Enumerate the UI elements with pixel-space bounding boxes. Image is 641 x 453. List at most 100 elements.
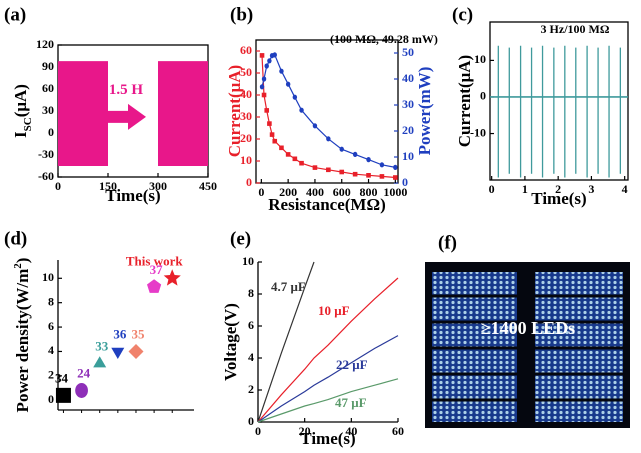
point — [267, 121, 272, 126]
point — [299, 107, 304, 113]
plot-frame — [489, 21, 629, 181]
x-tick-label: 0 — [255, 424, 261, 438]
axis-title-part: Power density(W/m — [13, 269, 32, 413]
y-tick-label: 4 — [248, 350, 254, 364]
series-line — [257, 261, 315, 423]
point — [312, 123, 318, 129]
y-tick-label: 0 — [48, 392, 54, 406]
x-tick-label: 40 — [345, 424, 357, 438]
axis-title-script: 2 — [12, 263, 24, 269]
marker — [128, 344, 144, 359]
signal-band — [58, 61, 108, 167]
panel-label: (e) — [230, 228, 251, 249]
x-tick-label: 1000 — [383, 185, 407, 199]
y-tick-label: -10 — [470, 125, 486, 139]
x-tick-label: 1 — [522, 182, 528, 196]
point — [292, 94, 298, 100]
y-tick-label: 20 — [240, 131, 252, 145]
y-axis-title: Voltage(V) — [221, 303, 240, 381]
y-tick-label: 50 — [240, 65, 252, 79]
y-tick-label: 8 — [48, 294, 54, 308]
x-tick-label: 0 — [258, 185, 264, 199]
x-tick-label: 0 — [55, 179, 61, 193]
point — [339, 169, 345, 175]
point — [264, 108, 270, 113]
photo-text: ≥1400 LEDs — [481, 318, 575, 338]
point-label: 34 — [55, 370, 69, 385]
series-name: 47 μF — [335, 395, 367, 410]
point — [259, 84, 265, 90]
point — [264, 63, 269, 69]
point — [259, 53, 265, 58]
point — [279, 145, 284, 151]
x-axis-title: Time(s) — [531, 189, 586, 208]
x-tick-label: 400 — [306, 185, 324, 199]
signal-band — [158, 61, 208, 167]
point — [352, 171, 358, 177]
y2-tick-label: 20 — [402, 123, 414, 137]
panel-label: (f) — [438, 232, 457, 253]
point-label: 36 — [113, 326, 127, 341]
point — [261, 76, 267, 82]
series-line — [257, 378, 399, 423]
x-axis-title: Time(s) — [105, 186, 160, 205]
y-tick-label: 30 — [240, 109, 252, 123]
x-tick-label: 60 — [392, 424, 404, 438]
annotation: (100 MΩ, 49.28 mW) — [330, 32, 438, 46]
point — [272, 52, 277, 58]
y2-axis-title: Power(mW) — [415, 67, 434, 156]
y-tick-label: 2 — [248, 382, 254, 396]
x-tick-label: 4 — [622, 182, 628, 196]
y-tick-label: 2 — [48, 368, 54, 382]
y-tick-label: 90 — [42, 59, 54, 73]
x-axis-title: Time(s) — [300, 429, 355, 448]
marker — [111, 347, 125, 359]
axis-title-script: SC — [22, 117, 34, 131]
panel-label: (d) — [4, 228, 27, 249]
series-line — [257, 277, 399, 423]
axis-title: ISC(μA) — [11, 84, 34, 138]
panel-label: (a) — [4, 4, 26, 25]
annotation: 3 Hz/100 MΩ — [541, 22, 610, 36]
marker — [163, 269, 181, 286]
y-tick-label: 0 — [480, 89, 486, 103]
axis-title-part: (μA) — [11, 84, 30, 117]
marker — [93, 356, 107, 368]
x-tick-label: 150 — [99, 179, 117, 193]
y-tick-label: -60 — [38, 169, 54, 183]
marker — [55, 387, 71, 403]
point — [279, 68, 284, 74]
panel-label: (c) — [452, 4, 473, 25]
y2-tick-label: 40 — [402, 71, 414, 85]
y-tick-label: 0 — [48, 125, 54, 139]
point — [379, 162, 385, 168]
x-tick-label: 300 — [149, 179, 167, 193]
y-tick-label: 60 — [42, 81, 54, 95]
y-tick-label: 6 — [48, 319, 54, 333]
point — [339, 146, 344, 152]
y2-tick-label: 30 — [402, 97, 414, 111]
point — [269, 132, 275, 137]
x-tick-label: 2 — [555, 182, 561, 196]
point — [292, 156, 298, 162]
x-tick-label: 0 — [489, 182, 495, 196]
axis-title-part: I — [11, 131, 30, 138]
x-axis-title: Resistance(MΩ) — [268, 195, 385, 214]
series-name: 4.7 μF — [271, 279, 306, 294]
y-tick-label: -30 — [38, 147, 54, 161]
y-tick-label: 120 — [36, 37, 54, 51]
point — [299, 160, 304, 166]
point-label: 35 — [131, 326, 145, 341]
annotation: 1.5 H — [109, 82, 144, 98]
axis-title: Power density(W/m2) — [12, 258, 32, 413]
point — [326, 136, 331, 142]
y-tick-label: 60 — [240, 43, 252, 57]
point — [366, 157, 371, 163]
y-tick-label: 10 — [474, 52, 486, 66]
point-label: 24 — [77, 365, 91, 380]
y-tick-label: 30 — [42, 103, 54, 117]
series-name: 22 μF — [336, 357, 368, 372]
point — [285, 81, 291, 87]
point — [393, 164, 398, 170]
